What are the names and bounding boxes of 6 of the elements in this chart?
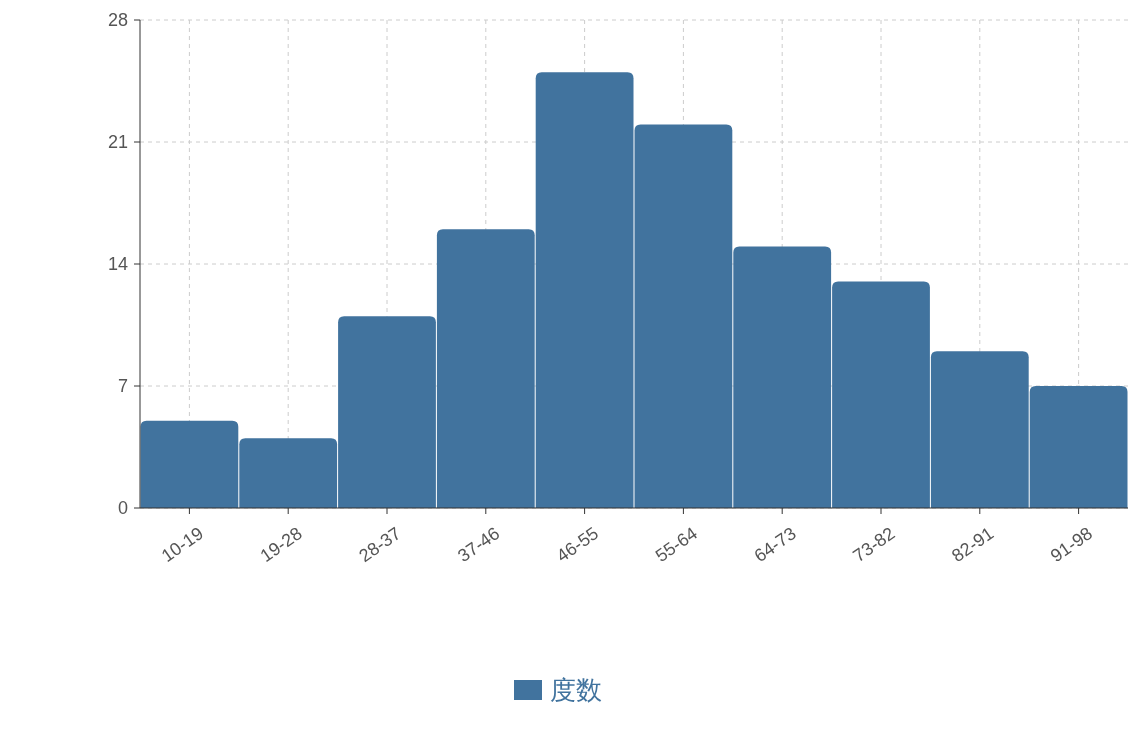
y-tick-label: 14	[107, 254, 128, 275]
y-tick-label: 7	[117, 376, 128, 397]
y-tick-label: 0	[117, 498, 128, 519]
y-tick-label: 28	[107, 10, 128, 31]
legend-label: 度数	[550, 675, 602, 706]
y-tick-label: 21	[107, 132, 128, 153]
